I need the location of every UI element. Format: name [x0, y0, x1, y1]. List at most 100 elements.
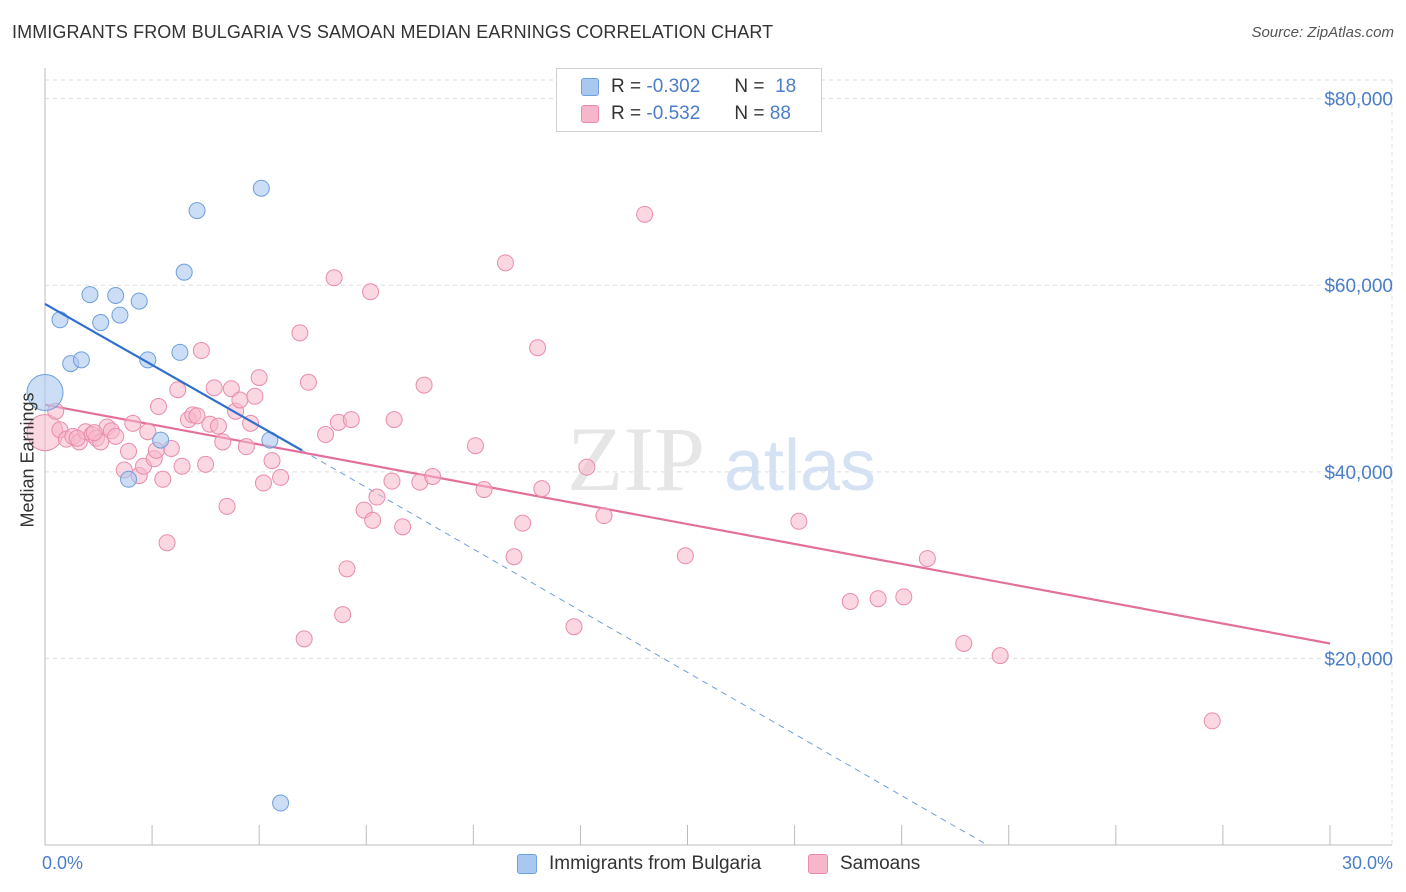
samoans-point	[394, 518, 412, 536]
samoans-trend-line	[44, 403, 1331, 645]
bulgaria-point	[111, 306, 129, 324]
samoans-point	[158, 534, 176, 552]
legend-n-value: 18	[775, 76, 797, 97]
y-tick-label: $80,000	[1324, 90, 1393, 111]
samoans-point	[222, 380, 240, 398]
samoans-point	[68, 429, 86, 447]
samoans-point	[192, 342, 210, 360]
trend-lines	[44, 403, 1331, 846]
samoans-point	[895, 588, 913, 606]
legend-r-label: R =	[611, 76, 642, 97]
samoans-point	[636, 205, 654, 223]
axes	[44, 68, 1392, 846]
samoans-point	[364, 511, 382, 529]
samoans-point	[254, 474, 272, 492]
bulgaria-point	[120, 470, 138, 488]
samoans-point	[475, 481, 493, 499]
samoans-point	[676, 547, 694, 565]
samoans-point	[124, 414, 142, 432]
chart-title: IMMIGRANTS FROM BULGARIA VS SAMOAN MEDIA…	[12, 22, 774, 42]
watermark-atlas: atlas	[724, 426, 876, 506]
bulgaria-point	[171, 343, 189, 361]
tick-labels: $20,000 $40,000 $60,000 $80,000 0.0% 30.0%	[42, 90, 1393, 873]
samoans-point	[205, 379, 223, 397]
y-tick-label: $40,000	[1324, 463, 1393, 484]
samoans-point	[918, 550, 936, 568]
samoans-point	[505, 548, 523, 566]
bulgaria-point	[152, 431, 170, 449]
bottom-legend-samoans: Samoans	[808, 851, 920, 877]
samoans-point	[362, 283, 380, 301]
samoans-point	[250, 369, 268, 387]
samoans-point	[237, 438, 255, 456]
bulgaria-point	[175, 263, 193, 281]
samoans-point	[334, 606, 352, 624]
bottom-legend-swatch-pink	[808, 854, 828, 874]
bottom-legend-label: Samoans	[840, 853, 921, 874]
legend-row-bulgaria: R = -0.302 N = 18	[581, 75, 796, 99]
samoans-point	[424, 467, 442, 485]
correlation-legend: R = -0.302 N = 18 R = -0.532 N = 88	[556, 68, 822, 132]
samoans-point	[533, 480, 551, 498]
bottom-legend-label: Immigrants from Bulgaria	[549, 853, 762, 874]
samoans-point	[1203, 712, 1221, 730]
samoans-point	[529, 339, 547, 357]
samoans-point	[466, 437, 484, 455]
bulgaria-point	[188, 202, 206, 220]
bulgaria-point	[272, 794, 290, 812]
samoans-point	[565, 618, 583, 636]
bulgaria-point	[107, 287, 125, 305]
samoans-point	[272, 468, 290, 486]
samoans-point	[415, 376, 433, 394]
y-tick-label: $60,000	[1324, 276, 1393, 297]
samoans-point	[150, 398, 168, 416]
bulgaria-point	[72, 351, 90, 369]
bulgaria-point	[51, 311, 69, 329]
samoans-point	[595, 507, 613, 525]
bulgaria-point	[130, 292, 148, 310]
watermark-zip: ZIP	[567, 408, 705, 510]
samoans-point	[218, 497, 236, 515]
samoans-point	[197, 455, 215, 473]
bulgaria-trend-line	[44, 302, 303, 452]
samoans-point	[578, 458, 596, 476]
samoans-point	[231, 391, 249, 409]
samoans-point	[209, 417, 227, 435]
samoans-point	[342, 411, 360, 429]
samoans-point	[120, 442, 138, 460]
samoans-point	[790, 512, 808, 530]
samoans-point	[214, 433, 232, 451]
samoans-point	[385, 411, 403, 429]
samoans-point	[841, 593, 859, 611]
samoans-point	[325, 269, 343, 287]
legend-row-samoans: R = -0.532 N = 88	[581, 102, 791, 126]
samoans-point	[383, 472, 401, 490]
legend-swatch-blue	[581, 78, 599, 96]
watermark: ZIP atlas	[567, 408, 876, 510]
bulgaria-point	[92, 314, 110, 332]
samoans-point	[85, 424, 103, 442]
source-label: Source: ZipAtlas.com	[1251, 24, 1394, 41]
samoans-point	[188, 407, 206, 425]
samoans-point	[169, 381, 187, 399]
bottom-legend-swatch-blue	[517, 854, 537, 874]
samoans-point	[107, 427, 125, 445]
samoans-point	[173, 457, 191, 475]
samoans-point	[368, 488, 386, 506]
samoans-point	[299, 373, 317, 391]
samoans-point	[291, 324, 309, 342]
bulgaria-points	[26, 179, 303, 812]
samoans-point	[139, 423, 157, 441]
samoans-point	[955, 634, 973, 652]
legend-n-label: N =	[734, 103, 765, 124]
samoans-point	[154, 470, 172, 488]
samoans-point	[317, 426, 335, 444]
legend-r-value: -0.302	[646, 76, 701, 97]
x-tick-label: 0.0%	[42, 853, 83, 873]
legend-r-label: R =	[611, 103, 642, 124]
bottom-legend-bulgaria: Immigrants from Bulgaria	[517, 851, 761, 877]
samoans-point	[991, 647, 1009, 665]
x-tick-label: 30.0%	[1342, 853, 1393, 873]
samoans-point	[496, 254, 514, 272]
